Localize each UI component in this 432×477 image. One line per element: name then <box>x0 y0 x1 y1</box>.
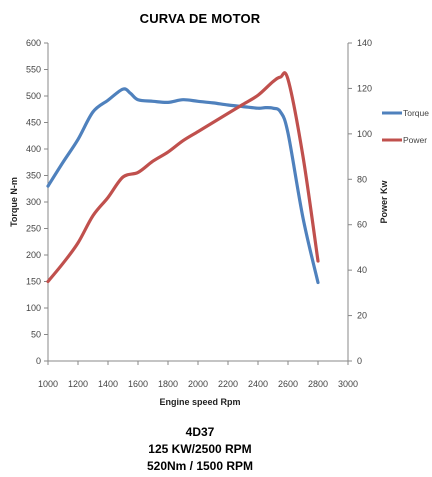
x-tick-label: 2200 <box>218 379 238 389</box>
x-tick-label: 1600 <box>128 379 148 389</box>
axes: 0 50 100 150 200 250 300 350 400 450 500 550 600 0 20 4… <box>26 38 372 389</box>
y-right-tick-label: 20 <box>357 311 367 321</box>
y-right-tick-label: 40 <box>357 265 367 275</box>
x-tick-label: 1400 <box>98 379 118 389</box>
y-right-tick-label: 100 <box>357 129 372 139</box>
engine-curve-chart: 0 50 100 150 200 250 300 350 400 450 500 550 600 0 20 4… <box>9 38 429 407</box>
y-left-tick-label: 600 <box>26 38 41 48</box>
engine-model-label: 4D37 <box>185 425 215 439</box>
y-left-tick-label: 350 <box>26 171 41 181</box>
x-tick-label: 1800 <box>158 379 178 389</box>
x-tick-label: 1200 <box>68 379 88 389</box>
y-left-tick-label: 150 <box>26 277 41 287</box>
power-series-line <box>46 71 320 284</box>
torque-rating-label: 520Nm / 1500 RPM <box>146 459 254 473</box>
y-left-tick-label: 200 <box>26 250 41 260</box>
x-tick-label: 1000 <box>38 379 58 389</box>
y-right-tick-label: 80 <box>357 174 367 184</box>
y-left-tick-label: 250 <box>26 224 41 234</box>
power-rating-label: 125 KW/2500 RPM <box>148 442 252 456</box>
chart-title: CURVA DE MOTOR <box>139 11 261 26</box>
x-tick-label: 2400 <box>248 379 268 389</box>
power-legend-label: Power <box>403 135 427 145</box>
y-axis-right-title: Power Kw <box>379 179 389 223</box>
y-left-tick-label: 550 <box>26 65 41 75</box>
y-right-tick-label: 120 <box>357 83 372 93</box>
torque-legend-label: Torque <box>403 108 429 118</box>
x-axis-title: Engine speed Rpm <box>159 397 240 407</box>
torque-series-line <box>46 87 320 285</box>
y-axis-left-title: Torque N-m <box>9 177 19 227</box>
y-left-tick-label: 0 <box>36 356 41 366</box>
y-left-tick-label: 50 <box>31 330 41 340</box>
legend: Torque Power <box>382 108 429 145</box>
y-left-tick-label: 100 <box>26 303 41 313</box>
engine-specs-caption: 4D37 125 KW/2500 RPM 520Nm / 1500 RPM <box>0 424 400 475</box>
x-tick-label: 3000 <box>338 379 358 389</box>
y-left-tick-label: 450 <box>26 118 41 128</box>
y-left-tick-label: 500 <box>26 91 41 101</box>
y-right-tick-label: 60 <box>357 220 367 230</box>
series-lines <box>46 71 320 285</box>
x-tick-label: 2600 <box>278 379 298 389</box>
y-right-tick-label: 140 <box>357 38 372 48</box>
y-right-tick-label: 0 <box>357 356 362 366</box>
x-tick-label: 2000 <box>188 379 208 389</box>
x-tick-label: 2800 <box>308 379 328 389</box>
y-left-tick-label: 300 <box>26 197 41 207</box>
y-left-tick-label: 400 <box>26 144 41 154</box>
